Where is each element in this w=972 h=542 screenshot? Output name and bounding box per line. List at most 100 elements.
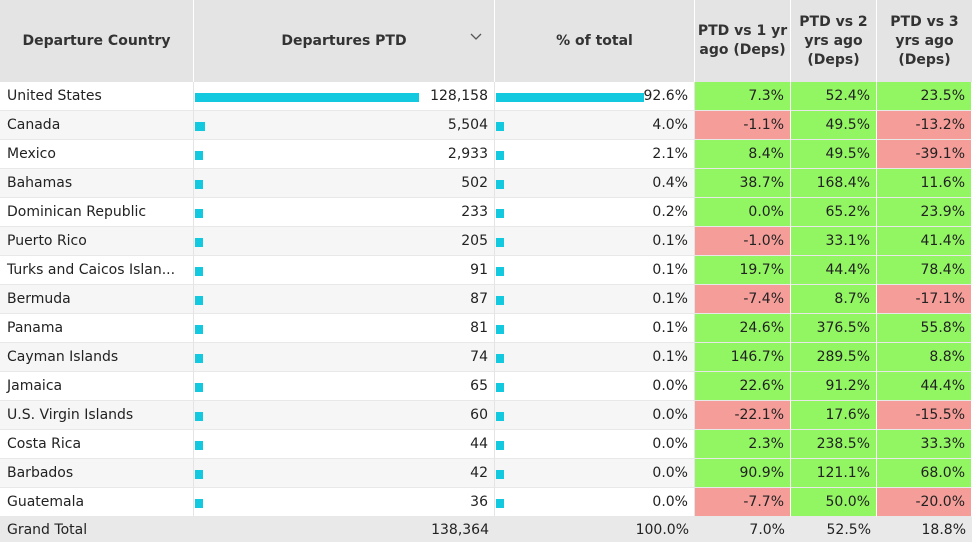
grand-total-departures: 138,364: [431, 521, 489, 538]
departures-cell: 60: [194, 401, 495, 430]
ptd-vs-1-yr-cell: 2.3%: [695, 430, 791, 459]
departures-value: 128,158: [430, 88, 488, 104]
ptd-vs-2-yr-cell: 168.4%: [791, 169, 877, 198]
ptd-vs-3-yr-cell: 68.0%: [877, 459, 972, 488]
country-cell[interactable]: Guatemala: [0, 488, 194, 517]
departures-value: 502: [461, 175, 488, 191]
pct-total-value: 0.4%: [652, 175, 688, 191]
ptd-vs-3-yr-value: 41.4%: [920, 233, 965, 249]
country-label: Mexico: [7, 146, 56, 162]
ptd-vs-3-yr-cell: 23.5%: [877, 82, 972, 111]
pct-total-bar: [496, 296, 504, 305]
departures-bar: [195, 412, 203, 421]
country-cell[interactable]: Turks and Caicos Islan...: [0, 256, 194, 285]
ptd-vs-3-yr-cell: 41.4%: [877, 227, 972, 256]
ptd-vs-3-yr-value: 68.0%: [920, 465, 965, 481]
ptd-vs-1-yr-cell: -7.7%: [695, 488, 791, 517]
header-ptd-vs-2-yrs[interactable]: PTD vs 2 yrs ago (Deps): [791, 0, 877, 82]
pct-total-value: 0.1%: [652, 320, 688, 336]
ptd-vs-2-yr-cell: 50.0%: [791, 488, 877, 517]
country-cell[interactable]: Costa Rica: [0, 430, 194, 459]
ptd-vs-1-yr-value: -1.0%: [743, 233, 784, 249]
ptd-vs-3-yr-value: 8.8%: [929, 349, 965, 365]
country-cell[interactable]: Jamaica: [0, 372, 194, 401]
header-pct-of-total[interactable]: % of total: [495, 0, 695, 82]
ptd-vs-2-yr-value: 33.1%: [825, 233, 870, 249]
departures-cell: 81: [194, 314, 495, 343]
ptd-vs-3-yr-value: 11.6%: [920, 175, 965, 191]
ptd-vs-2-yr-value: 50.0%: [825, 494, 870, 510]
pct-total-cell: 0.0%: [495, 430, 695, 459]
country-cell[interactable]: Puerto Rico: [0, 227, 194, 256]
country-cell[interactable]: Canada: [0, 111, 194, 140]
pct-total-value: 0.0%: [652, 436, 688, 452]
pct-total-bar: [496, 470, 504, 479]
grand-total-pct-cell: 100.0%: [495, 517, 695, 542]
country-cell[interactable]: Panama: [0, 314, 194, 343]
pct-total-bar: [496, 238, 504, 247]
departures-cell: 502: [194, 169, 495, 198]
departures-bar: [195, 122, 205, 131]
ptd-vs-3-yr-value: -20.0%: [915, 494, 965, 510]
departures-cell: 42: [194, 459, 495, 488]
departures-bar: [195, 296, 203, 305]
header-label: PTD vs 1 yr ago (Deps): [697, 23, 788, 58]
sort-descending-icon[interactable]: [470, 33, 482, 41]
country-cell[interactable]: Mexico: [0, 140, 194, 169]
pct-total-value: 0.0%: [652, 494, 688, 510]
country-cell[interactable]: U.S. Virgin Islands: [0, 401, 194, 430]
departures-bar: [195, 238, 203, 247]
pct-total-cell: 0.1%: [495, 256, 695, 285]
pct-total-cell: 0.1%: [495, 343, 695, 372]
country-cell[interactable]: Bahamas: [0, 169, 194, 198]
header-label: PTD vs 3 yrs ago (Deps): [890, 13, 959, 68]
ptd-vs-1-yr-value: 19.7%: [739, 262, 784, 278]
header-label: Departures PTD: [281, 32, 407, 49]
country-cell[interactable]: Barbados: [0, 459, 194, 488]
ptd-vs-2-yr-value: 52.4%: [825, 88, 870, 104]
pct-total-value: 2.1%: [652, 146, 688, 162]
ptd-vs-1-yr-cell: 0.0%: [695, 198, 791, 227]
ptd-vs-2-yr-value: 49.5%: [825, 117, 870, 133]
country-label: Guatemala: [7, 494, 85, 510]
departures-cell: 91: [194, 256, 495, 285]
ptd-vs-3-yr-value: -17.1%: [915, 291, 965, 307]
departures-value: 81: [470, 320, 488, 336]
pct-total-bar: [496, 325, 504, 334]
ptd-vs-2-yr-value: 376.5%: [816, 320, 870, 336]
ptd-vs-2-yr-cell: 52.4%: [791, 82, 877, 111]
ptd-vs-2-yr-cell: 121.1%: [791, 459, 877, 488]
ptd-vs-2-yr-cell: 33.1%: [791, 227, 877, 256]
header-ptd-vs-1-yr[interactable]: PTD vs 1 yr ago (Deps): [695, 0, 791, 82]
country-cell[interactable]: Dominican Republic: [0, 198, 194, 227]
ptd-vs-3-yr-cell: 33.3%: [877, 430, 972, 459]
pct-total-value: 0.0%: [652, 465, 688, 481]
departures-value: 44: [470, 436, 488, 452]
country-label: Turks and Caicos Islan...: [7, 262, 176, 278]
ptd-vs-3-yr-value: 44.4%: [920, 378, 965, 394]
header-departures-ptd[interactable]: Departures PTD: [194, 0, 495, 82]
ptd-vs-3-yr-value: 78.4%: [920, 262, 965, 278]
ptd-vs-1-yr-value: -22.1%: [734, 407, 784, 423]
country-cell[interactable]: United States: [0, 82, 194, 111]
grand-total-pct: 100.0%: [635, 521, 689, 538]
pct-total-value: 0.1%: [652, 291, 688, 307]
country-label: Cayman Islands: [7, 349, 119, 365]
ptd-vs-3-yr-value: 23.9%: [920, 204, 965, 220]
ptd-vs-2-yr-value: 238.5%: [816, 436, 870, 452]
country-label: Costa Rica: [7, 436, 82, 452]
departures-value: 42: [470, 465, 488, 481]
header-departure-country[interactable]: Departure Country: [0, 0, 194, 82]
departures-value: 205: [461, 233, 488, 249]
pct-total-bar: [496, 267, 504, 276]
ptd-vs-1-yr-value: -1.1%: [743, 117, 784, 133]
ptd-vs-2-yr-value: 91.2%: [825, 378, 870, 394]
header-ptd-vs-3-yrs[interactable]: PTD vs 3 yrs ago (Deps): [877, 0, 972, 82]
departures-cell: 128,158: [194, 82, 495, 111]
ptd-vs-2-yr-value: 44.4%: [825, 262, 870, 278]
pct-total-cell: 0.1%: [495, 227, 695, 256]
country-cell[interactable]: Bermuda: [0, 285, 194, 314]
country-label: Bermuda: [7, 291, 71, 307]
country-cell[interactable]: Cayman Islands: [0, 343, 194, 372]
departures-bar: [195, 151, 203, 160]
